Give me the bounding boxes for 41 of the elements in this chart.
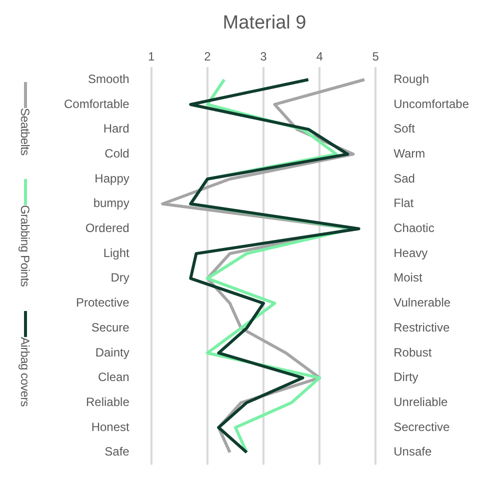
legend-label: Seatbelts [18,108,32,156]
y2-tick-label: Restrictive [394,320,450,334]
x-tick-label: 2 [204,49,212,64]
y2-tick-label: Warm [394,146,426,160]
y-tick-label: Happy [94,171,130,186]
chart-title: Material 9 [222,12,306,34]
y2-tick-label: Uncomfortabe [394,96,470,111]
y2-tick-label: Chaotic [394,221,434,236]
x-tick-label: 1 [148,49,156,64]
x-tick-label: 5 [372,49,380,64]
y2-tick-label: Heavy [394,246,428,260]
legend-label: Airbag covers [18,336,32,406]
y2-tick-label: Vulnerable [394,296,451,310]
x-tick-label: 4 [316,49,324,64]
y2-tick-label: Unsafe [394,444,432,459]
y2-tick-label: Unreliable [394,394,448,409]
y-tick-label: Dainty [95,345,130,360]
y-tick-label: Light [103,246,130,260]
y-tick-label: Safe [104,444,130,459]
y2-tick-label: Moist [394,270,423,285]
legend-label: Grabbing Points [18,205,32,287]
y-tick-label: Smooth [88,72,130,86]
y-tick-label: Cold [104,146,130,160]
y2-tick-label: Flat [394,196,414,210]
y-tick-label: Reliable [86,394,130,409]
y-tick-label: Protective [76,296,130,310]
y2-tick-label: Sad [394,171,415,186]
y2-tick-label: Dirty [394,370,418,384]
y-tick-label: Ordered [85,221,130,236]
y-tick-label: Dry [110,270,130,285]
y2-tick-label: Secrective [394,420,450,434]
y-tick-label: Secure [91,320,130,334]
y-tick-label: Hard [103,122,130,136]
y2-tick-label: Rough [394,72,430,86]
y2-tick-label: Soft [394,122,416,136]
y-tick-label: bumpy [93,196,130,210]
y-tick-label: Clean [98,370,130,384]
y2-tick-label: Robust [394,345,432,360]
x-tick-label: 3 [260,49,268,64]
y-tick-label: Comfortable [64,96,130,111]
y-tick-label: Honest [91,420,130,434]
